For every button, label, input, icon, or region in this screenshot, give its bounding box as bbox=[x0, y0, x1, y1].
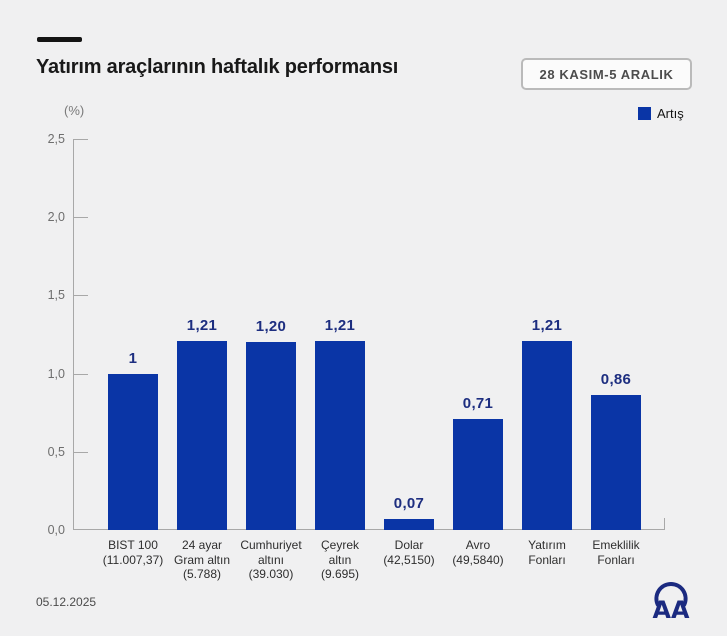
bar bbox=[591, 395, 641, 530]
y-axis-tick bbox=[74, 374, 88, 375]
title-accent-dash bbox=[37, 37, 82, 42]
bar bbox=[522, 341, 572, 530]
bar-value-label: 0,86 bbox=[600, 371, 632, 388]
y-axis-line bbox=[73, 139, 74, 530]
bar-value-label: 1,20 bbox=[255, 318, 287, 335]
x-axis-label-line: (9.695) bbox=[320, 567, 360, 581]
y-axis-tick-label: 1,0 bbox=[47, 367, 65, 381]
legend-label: Artış bbox=[657, 106, 684, 121]
x-axis-label-line: BIST 100 bbox=[108, 538, 158, 552]
x-axis-label-line: (49,5840) bbox=[452, 552, 504, 567]
x-axis-label-line: (42,5150) bbox=[383, 552, 435, 567]
x-axis-label-line: Avro bbox=[465, 538, 491, 552]
x-axis-label-line: Çeyrek bbox=[320, 538, 359, 552]
y-axis-tick bbox=[74, 217, 88, 218]
x-axis-label-line: Cumhuriyet bbox=[240, 538, 302, 552]
aa-logo-arc bbox=[654, 582, 688, 607]
aa-logo: AA bbox=[653, 582, 690, 624]
x-axis-label: Çeyrek altın (9.695) bbox=[298, 538, 382, 582]
x-axis-label-line: Emeklilik bbox=[592, 538, 640, 552]
y-axis-tick-label: 0,0 bbox=[47, 523, 65, 537]
x-axis-label-line: (5.788) bbox=[182, 567, 222, 581]
bar-chart: 0,0 0,5 1,0 1,5 2,0 2,5 1 BIST 100 (11.007,37) 1,… bbox=[48, 133, 665, 581]
bar-value-label: 1,21 bbox=[324, 317, 356, 334]
x-axis-label-line: 24 ayar bbox=[181, 538, 223, 552]
y-axis-tick bbox=[74, 452, 88, 453]
x-axis-label-line: altını bbox=[257, 552, 284, 567]
y-axis-tick-label: 2,5 bbox=[47, 132, 65, 146]
page-title: Yatırım araçlarının haftalık performansı bbox=[36, 56, 399, 78]
x-axis-label-line: Fonları bbox=[528, 552, 566, 567]
y-axis-unit-label: (%) bbox=[64, 103, 85, 118]
bar-value-label: 0,71 bbox=[462, 395, 494, 412]
x-axis-label-line: (11.007,37) bbox=[102, 552, 164, 567]
legend-swatch-icon bbox=[638, 107, 651, 120]
legend: Artış bbox=[638, 106, 684, 121]
bar bbox=[315, 341, 365, 530]
y-axis-tick bbox=[74, 295, 88, 296]
x-axis-label-line: Dolar bbox=[394, 538, 424, 552]
x-axis-label: Avro (49,5840) bbox=[436, 538, 520, 567]
x-axis-label-line: Yatırım bbox=[528, 538, 566, 552]
date-range-label: 28 KASIM-5 ARALIK bbox=[539, 66, 674, 82]
x-axis-label: Yatırım Fonları bbox=[505, 538, 589, 567]
bar bbox=[246, 342, 296, 530]
date-range-badge: 28 KASIM-5 ARALIK bbox=[521, 58, 692, 90]
bar-value-label: 0,07 bbox=[393, 495, 425, 512]
x-axis-label-line: Gram altın bbox=[173, 552, 230, 567]
x-axis-label: Dolar (42,5150) bbox=[367, 538, 451, 567]
bar bbox=[453, 419, 503, 530]
y-axis-tick bbox=[74, 139, 88, 140]
x-axis-label-line: (39.030) bbox=[248, 567, 294, 581]
x-axis-label: Emeklilik Fonları bbox=[574, 538, 658, 567]
bar-value-label: 1,21 bbox=[531, 317, 563, 334]
y-axis-tick-label: 2,0 bbox=[47, 210, 65, 224]
y-axis-tick-label: 1,5 bbox=[47, 288, 65, 302]
x-axis-label: BIST 100 (11.007,37) bbox=[91, 538, 175, 567]
x-axis-end-tick bbox=[664, 518, 665, 530]
bar-value-label: 1 bbox=[128, 350, 138, 367]
footer-date: 05.12.2025 bbox=[36, 595, 97, 609]
x-axis-label-line: altın bbox=[328, 552, 352, 567]
aa-logo-letters: AA bbox=[653, 596, 690, 624]
bar bbox=[108, 374, 158, 530]
x-axis-baseline bbox=[73, 529, 665, 530]
bar bbox=[177, 341, 227, 530]
x-axis-label: 24 ayar Gram altın (5.788) bbox=[160, 538, 244, 582]
bar-value-label: 1,21 bbox=[186, 317, 218, 334]
x-axis-label-line: Fonları bbox=[597, 552, 635, 567]
bar bbox=[384, 519, 434, 530]
y-axis-tick-label: 0,5 bbox=[47, 445, 65, 459]
x-axis-label: Cumhuriyet altını (39.030) bbox=[229, 538, 313, 582]
